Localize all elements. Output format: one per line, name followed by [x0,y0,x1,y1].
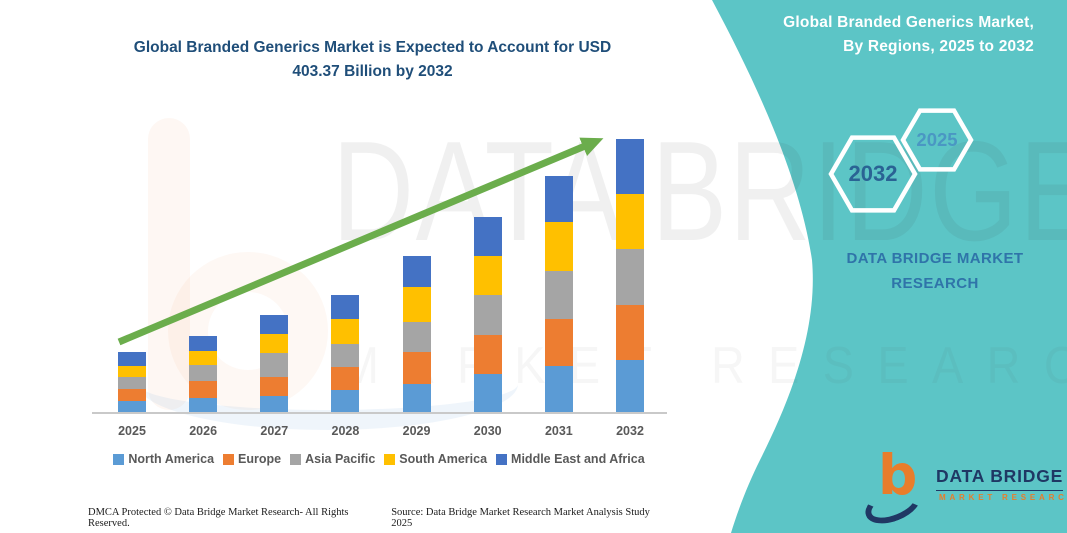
legend-swatch-icon [113,453,125,465]
bar-segment-2028-europe [331,367,360,391]
bar-segment-2026-middle-east-and-africa [189,335,218,351]
logo-name: DATA BRIDGE [936,466,1064,491]
x-axis-line [92,412,667,414]
x-axis-label-2025: 2025 [118,424,146,438]
bar-segment-2030-south-america [473,256,502,296]
bar-segment-2029-europe [402,351,431,384]
panel-heading: Global Branded Generics Market, By Regio… [694,11,1034,59]
bar-segment-2032-north-america [616,360,644,412]
bar-2031 [544,175,573,412]
legend-label: Asia Pacific [305,452,376,466]
panel-heading-line1: Global Branded Generics Market, [783,14,1034,31]
x-axis-label-2030: 2030 [473,424,502,438]
hexagon-2025-label: 2025 [916,129,957,150]
chart-title-line1: Global Branded Generics Market is Expect… [133,39,612,56]
chart-title-line2: 403.37 Billion by 2032 [292,63,453,80]
bar-segment-2029-asia-pacific [402,321,431,352]
bar-2032 [616,139,644,412]
bar-2025 [118,352,146,412]
hexagon-badges: 2032 2025 [828,108,974,213]
legend-item-asia-pacific: Asia Pacific [290,452,375,466]
chart-legend: North America Europe Asia Pacific South Ame… [88,452,670,466]
bar-segment-2025-asia-pacific [118,377,146,389]
legend-swatch-icon [496,453,508,465]
bar-2027 [260,314,289,412]
bar-segment-2031-asia-pacific [544,270,573,320]
bar-segment-2025-europe [118,388,146,401]
legend-label: North America [128,452,215,466]
bar-segment-2032-europe [616,305,644,361]
hexagon-2032-outline [828,135,918,213]
bar-segment-2026-south-america [189,350,218,365]
bar-2029 [402,255,431,412]
bar-segment-2031-south-america [544,221,573,271]
bar-segment-2030-europe [473,335,502,374]
x-axis-label-2027: 2027 [260,424,289,438]
logo-tagline: MARKET RESEARCH [939,493,1067,502]
legend-item-europe: Europe [223,452,281,466]
bar-segment-2029-south-america [402,286,431,322]
bar-segment-2030-middle-east-and-africa [473,216,502,257]
bar-segment-2031-north-america [544,366,573,412]
bar-segment-2029-middle-east-and-africa [402,255,431,287]
bar-segment-2032-asia-pacific [616,249,644,306]
bar-2028 [331,294,360,412]
bar-2030 [473,216,502,412]
legend-swatch-icon [384,453,396,465]
chart-title: Global Branded Generics Market is Expect… [85,36,660,84]
bar-segment-2025-north-america [118,400,146,412]
legend-swatch-icon [223,453,235,465]
plot-area [88,119,670,412]
bar-segment-2026-europe [189,380,218,398]
data-bridge-logo: b DATA BRIDGE MARKET RESEARCH [860,443,1067,531]
legend-item-middle-east-and-africa: Middle East and Africa [496,452,645,466]
bar-segment-2025-middle-east-and-africa [118,352,146,367]
bar-segment-2029-north-america [402,383,431,412]
hexagon-2032-label: 2032 [849,161,898,186]
brand-text: DATA BRIDGE MARKET RESEARCH [823,246,1047,296]
x-axis-label-2028: 2028 [331,424,360,438]
brand-text-line1: DATA BRIDGE MARKET [846,250,1024,267]
bar-2026 [189,335,218,412]
x-axis-label-2032: 2032 [616,424,644,438]
bar-segment-2028-north-america [331,390,360,412]
dmca-text: DMCA Protected © Data Bridge Market Rese… [88,507,349,529]
bar-segment-2031-europe [544,319,573,367]
legend-label: South America [399,452,488,466]
x-axis-labels: 2025 2026 2027 2028 2029 2030 2031 2032 [88,424,670,442]
legend-swatch-icon [290,453,302,465]
legend-item-south-america: South America [384,452,487,466]
bar-segment-2025-south-america [118,366,146,378]
legend-item-north-america: North America [113,452,214,466]
bar-segment-2030-asia-pacific [473,295,502,336]
bar-segment-2026-asia-pacific [189,364,218,381]
panel-heading-line2: By Regions, 2025 to 2032 [843,38,1034,55]
bar-segment-2032-middle-east-and-africa [616,139,644,195]
bar-segment-2027-europe [260,376,289,397]
x-axis-label-2031: 2031 [544,424,573,438]
bar-segment-2027-middle-east-and-africa [260,314,289,334]
bar-segment-2028-middle-east-and-africa [331,294,360,320]
bar-segment-2027-north-america [260,396,289,412]
bar-segment-2027-south-america [260,333,289,353]
source-text: Source: Data Bridge Market Research Mark… [391,507,650,529]
bar-segment-2030-north-america [473,373,502,412]
logo-b-icon: b [878,443,918,507]
footer: DMCA Protected © Data Bridge Market Rese… [88,507,672,529]
bar-segment-2027-asia-pacific [260,352,289,377]
bar-segment-2032-south-america [616,194,644,250]
bar-segment-2026-north-america [189,398,218,412]
x-axis-label-2026: 2026 [189,424,218,438]
legend-label: Middle East and Africa [511,452,645,466]
legend-label: Europe [238,452,282,466]
hexagon-2025-outline [900,108,974,172]
bar-segment-2028-asia-pacific [331,343,360,368]
bar-segment-2028-south-america [331,319,360,344]
brand-text-line2: RESEARCH [891,275,979,292]
x-axis-label-2029: 2029 [402,424,431,438]
bar-segment-2031-middle-east-and-africa [544,175,573,222]
